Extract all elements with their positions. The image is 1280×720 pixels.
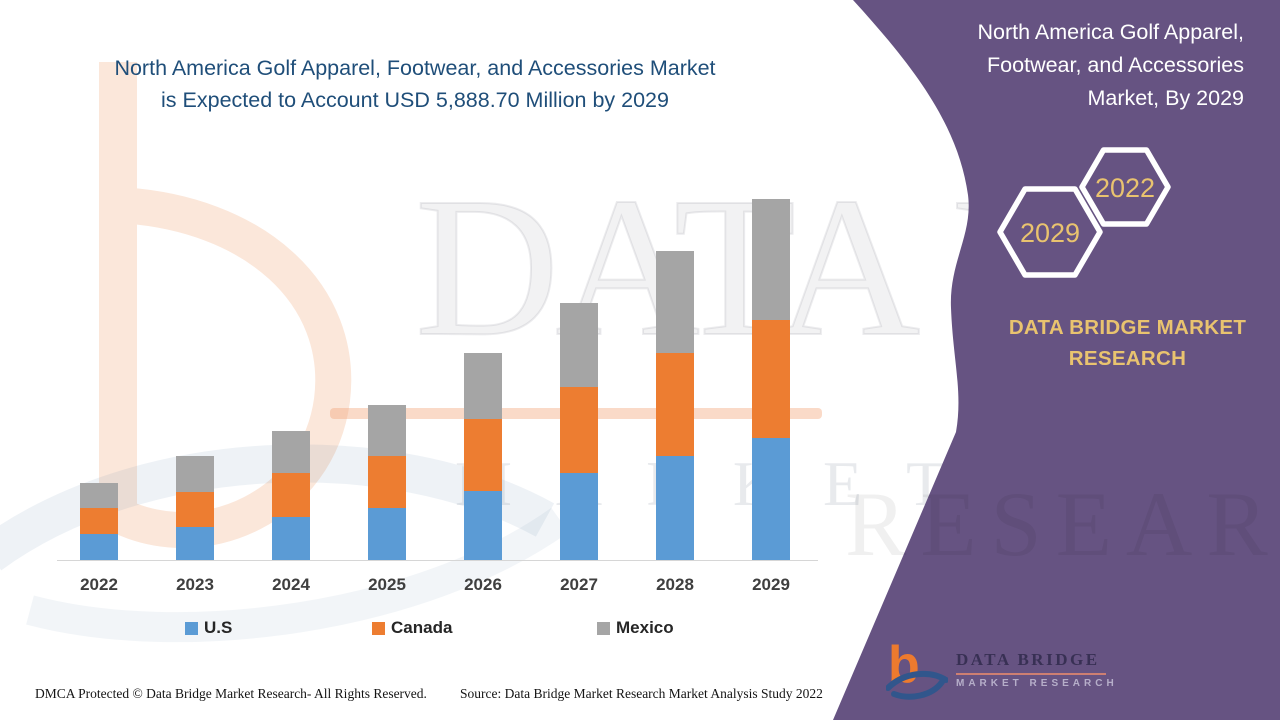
bar-segment-canada-2026 <box>464 419 502 491</box>
legend-item-canada: Canada <box>372 618 452 638</box>
bar-segment-mexico-2025 <box>368 405 406 456</box>
hexagon-2029 <box>997 186 1103 278</box>
chart-legend: U.S Canada Mexico <box>0 618 840 642</box>
x-axis-line <box>57 560 818 561</box>
bar-2025 <box>368 405 406 560</box>
x-axis-label-2028: 2028 <box>656 575 694 594</box>
bar-segment-us-2024 <box>272 517 310 560</box>
x-axis-label-2026: 2026 <box>464 575 502 594</box>
panel-watermark-text: RESEARCH <box>845 473 1280 575</box>
bar-segment-us-2028 <box>656 456 694 560</box>
logo-underline <box>956 673 1106 675</box>
x-axis-label-2024: 2024 <box>272 575 310 594</box>
footer-source-text: Source: Data Bridge Market Research Mark… <box>460 686 823 701</box>
bar-2029 <box>752 199 790 560</box>
legend-marker-icon <box>597 621 610 635</box>
bar-2027 <box>560 303 598 560</box>
x-axis-label-2029: 2029 <box>752 575 790 594</box>
panel-title-line1: North America Golf Apparel, <box>977 20 1244 44</box>
logo-subtitle: MARKET RESEARCH <box>956 678 1118 689</box>
x-axis-labels: 2022 2023 2024 2025 2026 2027 2028 2029 <box>0 575 840 599</box>
bar-segment-canada-2027 <box>560 387 598 473</box>
logo-title: DATA BRIDGE <box>956 650 1100 669</box>
bar-segment-us-2026 <box>464 491 502 560</box>
legend-label: U.S <box>204 618 233 637</box>
panel-title: North America Golf Apparel, Footwear, an… <box>914 16 1244 115</box>
legend-marker-icon <box>185 621 198 635</box>
hexagon-2022-label: 2022 <box>1095 173 1155 203</box>
bar-segment-canada-2022 <box>80 508 118 534</box>
panel-title-line2: Footwear, and Accessories <box>987 53 1244 77</box>
x-axis-label-2023: 2023 <box>176 575 214 594</box>
x-axis-label-2025: 2025 <box>368 575 406 594</box>
bar-2024 <box>272 431 310 560</box>
bar-segment-mexico-2022 <box>80 483 118 508</box>
bar-segment-mexico-2026 <box>464 353 502 419</box>
bar-segment-us-2029 <box>752 438 790 560</box>
panel-brand-line2: RESEARCH <box>1068 347 1187 370</box>
data-bridge-logo-icon: b <box>886 636 948 700</box>
logo-text-block: DATA BRIDGE MARKET RESEARCH <box>956 650 1118 689</box>
legend-label: Canada <box>391 618 453 637</box>
legend-item-mexico: Mexico <box>597 618 674 638</box>
chart-title-line1: North America Golf Apparel, Footwear, an… <box>114 56 716 80</box>
bar-segment-canada-2023 <box>176 492 214 527</box>
bar-segment-us-2025 <box>368 508 406 560</box>
legend-item-us: U.S <box>185 618 232 638</box>
purple-panel-shape <box>833 0 1280 720</box>
bar-2022 <box>80 483 118 560</box>
data-bridge-logo: b DATA BRIDGE MARKET RESEARCH <box>886 636 1118 708</box>
chart-title-line2: is Expected to Account USD 5,888.70 Mill… <box>161 88 669 112</box>
bar-segment-canada-2029 <box>752 320 790 438</box>
panel-brand-line1: DATA BRIDGE MARKET <box>1008 316 1247 339</box>
bar-segment-canada-2028 <box>656 353 694 456</box>
bar-2028 <box>656 251 694 560</box>
plot-area <box>80 199 790 560</box>
x-axis-label-2022: 2022 <box>80 575 118 594</box>
bar-segment-canada-2024 <box>272 473 310 517</box>
bar-segment-mexico-2028 <box>656 251 694 353</box>
panel-title-line3: Market, By 2029 <box>1087 86 1244 110</box>
bar-segment-mexico-2029 <box>752 199 790 320</box>
bar-segment-us-2027 <box>560 473 598 560</box>
hexagon-2022 <box>1079 147 1171 227</box>
bar-segment-us-2023 <box>176 527 214 560</box>
chart-title: North America Golf Apparel, Footwear, an… <box>5 52 825 116</box>
x-axis-label-2027: 2027 <box>560 575 598 594</box>
bar-2023 <box>176 456 214 560</box>
bar-segment-mexico-2027 <box>560 303 598 387</box>
legend-label: Mexico <box>616 618 674 637</box>
bar-segment-mexico-2024 <box>272 431 310 473</box>
bar-segment-mexico-2023 <box>176 456 214 492</box>
footer-dmca-text: DMCA Protected © Data Bridge Market Rese… <box>35 686 427 701</box>
panel-brand-text: DATA BRIDGE MARKET RESEARCH <box>980 312 1275 374</box>
legend-marker-icon <box>372 621 385 635</box>
hexagon-2029-label: 2029 <box>1020 218 1080 248</box>
bar-2026 <box>464 353 502 560</box>
bar-segment-canada-2025 <box>368 456 406 508</box>
bar-segment-us-2022 <box>80 534 118 560</box>
